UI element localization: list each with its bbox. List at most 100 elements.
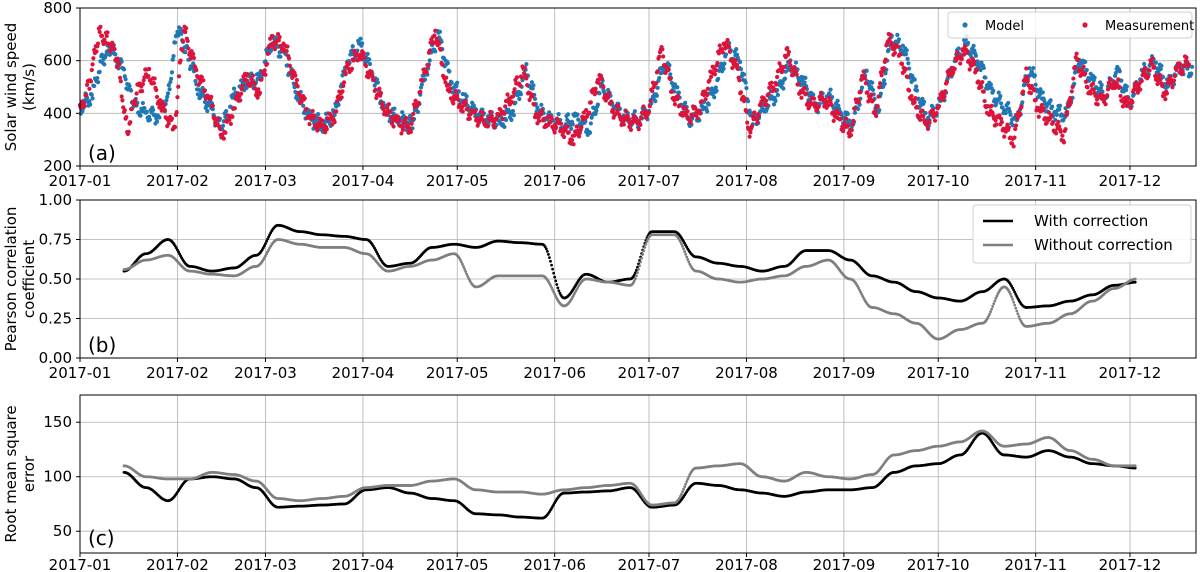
line-point	[550, 263, 553, 267]
scatter-point	[942, 94, 947, 99]
scatter-point	[668, 72, 673, 77]
scatter-point	[404, 115, 409, 121]
line-point	[988, 312, 991, 316]
line-point	[683, 250, 687, 253]
scatter-point	[165, 91, 171, 96]
scatter-point	[606, 91, 612, 96]
legend-entry: Measurement	[1105, 19, 1194, 34]
scatter-point	[576, 134, 582, 139]
line-point	[636, 271, 639, 275]
line-point	[635, 274, 638, 278]
scatter-point	[332, 120, 337, 125]
line-point	[639, 260, 643, 264]
scatter-point	[677, 103, 682, 108]
scatter-point	[263, 72, 268, 77]
x-tick-label: 2017-01	[49, 172, 112, 190]
scatter-point	[220, 123, 226, 129]
scatter-point	[1074, 51, 1079, 56]
scatter-point	[741, 72, 747, 77]
scatter-point	[565, 112, 571, 117]
scatter-point	[146, 74, 151, 79]
scatter-point	[830, 94, 835, 100]
scatter-point	[416, 100, 421, 105]
scatter-point	[343, 71, 348, 76]
scatter-point	[144, 109, 149, 114]
scatter-point	[717, 43, 722, 48]
scatter-point	[716, 51, 722, 56]
scatter-point	[1177, 61, 1182, 66]
scatter-point	[437, 41, 442, 46]
scatter-point	[95, 80, 101, 85]
scatter-point	[223, 130, 228, 135]
scatter-point	[1116, 77, 1121, 82]
scatter-point	[967, 67, 972, 72]
scatter-point	[531, 83, 536, 88]
scatter-point	[525, 83, 530, 88]
scatter-point	[744, 109, 749, 114]
scatter-point	[579, 125, 584, 130]
scatter-point	[1189, 71, 1194, 76]
scatter-point	[869, 92, 874, 97]
scatter-point	[1123, 88, 1129, 93]
scatter-point	[738, 59, 743, 65]
scatter-point	[411, 111, 416, 117]
scatter-point	[594, 90, 599, 95]
scatter-point	[456, 89, 461, 94]
scatter-point	[302, 96, 307, 101]
scatter-point	[206, 103, 211, 108]
scatter-point	[764, 98, 769, 103]
scatter-point	[916, 96, 921, 101]
scatter-point	[494, 116, 499, 122]
scatter-point	[738, 67, 744, 72]
scatter-point	[124, 114, 129, 120]
x-tick-label: 2017-12	[1099, 364, 1162, 382]
scatter-point	[1032, 88, 1037, 93]
scatter-point	[996, 90, 1001, 95]
scatter-point	[1041, 106, 1046, 111]
scatter-point	[881, 78, 887, 83]
scatter-point	[690, 114, 695, 119]
scatter-point	[669, 89, 674, 94]
line-point	[1015, 309, 1019, 313]
scatter-point	[668, 76, 673, 82]
scatter-point	[346, 61, 351, 67]
scatter-point	[1056, 119, 1061, 124]
scatter-point	[554, 125, 559, 130]
scatter-point	[140, 81, 145, 87]
x-tick-label: 2017-10	[907, 172, 970, 190]
scatter-point	[151, 81, 156, 86]
scatter-point	[826, 95, 832, 100]
x-tick-label: 2017-03	[234, 556, 297, 572]
scatter-point	[349, 66, 355, 71]
scatter-point	[672, 102, 678, 107]
scatter-point	[1152, 64, 1157, 70]
scatter-point	[183, 50, 188, 55]
scatter-point	[609, 99, 614, 104]
scatter-point	[113, 52, 118, 57]
scatter-point	[1083, 59, 1088, 64]
line-point	[1133, 277, 1137, 281]
scatter-point	[695, 116, 700, 121]
scatter-point	[845, 123, 850, 128]
scatter-point	[165, 94, 170, 99]
line-point	[547, 252, 550, 256]
scatter-point	[667, 63, 672, 68]
scatter-point	[369, 69, 374, 74]
scatter-point	[881, 66, 887, 71]
scatter-point	[743, 80, 748, 85]
line-point	[1133, 280, 1137, 284]
scatter-point	[1068, 95, 1073, 101]
scatter-point	[1128, 105, 1133, 111]
line-point	[545, 250, 549, 253]
scatter-point	[1058, 129, 1063, 134]
scatter-point	[575, 112, 580, 117]
scatter-point	[123, 77, 128, 82]
line-point	[992, 302, 996, 306]
scatter-point	[1125, 96, 1130, 101]
scatter-point	[994, 122, 999, 127]
scatter-point	[981, 65, 986, 71]
scatter-point	[876, 94, 881, 99]
scatter-point	[437, 29, 443, 34]
scatter-point	[1063, 127, 1068, 132]
scatter-point	[400, 127, 406, 132]
